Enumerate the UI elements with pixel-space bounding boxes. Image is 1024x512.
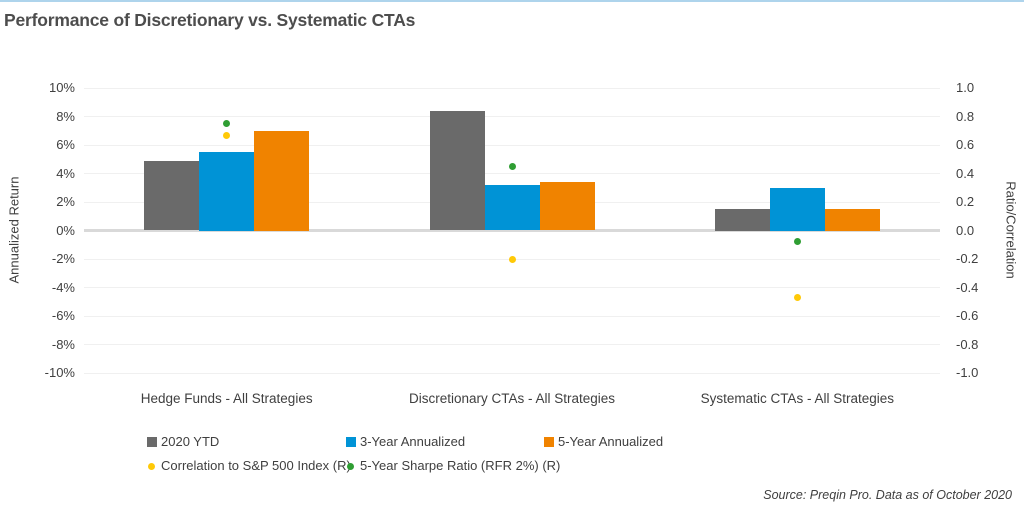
bar-5-year-annualized (254, 130, 310, 231)
dot-correlation-to-s-p-500-index-r- (793, 293, 801, 301)
left-axis-tick-label: 4% (56, 165, 75, 181)
gridline (84, 144, 940, 146)
gridline (84, 344, 940, 345)
right-axis-tick-label: -0.6 (956, 308, 979, 323)
legend-swatch-dot (148, 463, 155, 470)
x-axis-category-label: Systematic CTAs - All Strategies (700, 391, 894, 406)
bar-3-year-annualized (199, 152, 255, 231)
gridline (84, 173, 940, 174)
legend-swatch-dot (347, 463, 354, 470)
right-axis-tick-label: 0.0 (956, 222, 975, 238)
right-axis-title: Ratio/Correlation (1003, 181, 1019, 279)
left-axis-tick-label: 8% (56, 108, 75, 124)
bar-5-year-annualized (824, 209, 880, 231)
left-axis-tick-label: -10% (44, 365, 75, 380)
gridline (84, 372, 940, 374)
legend-label: 2020 YTD (161, 434, 220, 449)
dot-5-year-sharpe-ratio-rfr-2-r- (508, 162, 516, 170)
legend-label: 3-Year Annualized (360, 434, 466, 449)
gridline (84, 315, 940, 317)
dot-5-year-sharpe-ratio-rfr-2-r- (793, 238, 801, 246)
bar-2020-ytd (714, 209, 770, 231)
dot-5-year-sharpe-ratio-rfr-2-r- (223, 120, 231, 128)
dot-correlation-to-s-p-500-index-r- (508, 255, 516, 263)
right-axis-tick-label: -0.4 (956, 279, 979, 295)
legend-label: 5-Year Annualized (558, 434, 664, 449)
legend-swatch-square (147, 437, 157, 447)
left-axis-tick-label: 6% (56, 137, 75, 152)
source-note: Source: Preqin Pro. Data as of October 2… (763, 488, 1012, 502)
bar-2020-ytd (429, 110, 485, 231)
bar-5-year-annualized (539, 182, 595, 231)
legend-swatch-square (346, 437, 356, 447)
bar-3-year-annualized (769, 187, 825, 231)
right-axis-tick-label: 0.2 (956, 194, 975, 209)
dot-correlation-to-s-p-500-index-r- (223, 131, 231, 139)
left-axis-title: Annualized Return (6, 176, 22, 284)
x-axis-category-label: Hedge Funds - All Strategies (140, 391, 313, 406)
bar-2020-ytd (144, 160, 200, 231)
right-axis-tick-label: 0.8 (956, 108, 975, 124)
zero-gridline (84, 229, 940, 232)
bar-3-year-annualized (484, 184, 540, 231)
left-axis-tick-label: -2% (51, 251, 75, 266)
right-axis-tick-label: -1.0 (956, 365, 979, 380)
left-axis-tick-label: -4% (51, 279, 75, 295)
gridline (84, 87, 940, 89)
left-axis-tick-label: -8% (51, 336, 75, 352)
left-axis-tick-label: 2% (56, 194, 75, 209)
gridline (84, 287, 940, 288)
x-axis-category-label: Discretionary CTAs - All Strategies (408, 391, 616, 406)
right-axis-tick-label: -0.8 (956, 336, 979, 352)
legend-label: Correlation to S&P 500 Index (R) (161, 458, 351, 473)
right-axis-tick-label: 0.4 (956, 165, 975, 181)
gridline (84, 116, 940, 117)
legend-label: 5-Year Sharpe Ratio (RFR 2%) (R) (360, 458, 561, 473)
chart-title: Performance of Discretionary vs. Systema… (4, 10, 416, 30)
right-axis-tick-label: 0.6 (956, 137, 975, 152)
right-axis-tick-label: -0.2 (956, 251, 979, 266)
right-axis-tick-label: 1.0 (956, 80, 975, 95)
left-axis-tick-label: -6% (51, 308, 75, 323)
legend-swatch-square (544, 437, 554, 447)
left-axis-tick-label: 10% (48, 80, 75, 95)
left-axis-tick-label: 0% (56, 222, 75, 238)
